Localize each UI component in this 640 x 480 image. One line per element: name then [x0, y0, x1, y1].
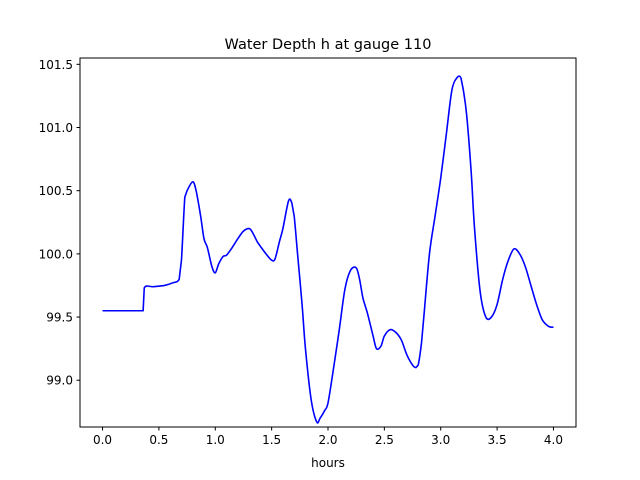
chart-title: Water Depth h at gauge 110	[225, 37, 432, 53]
y-axis-ticks: 99.0 99.5 100.0 100.5 101.0 101.5	[39, 58, 80, 388]
y-tick-label: 101.5	[39, 58, 73, 72]
series-line	[102, 75, 554, 424]
x-axis-ticks: 0.0 0.5 1.0 1.5 2.0 2.5 3.0 3.5 4.0	[93, 427, 563, 447]
x-tick-label: 1.0	[206, 433, 225, 447]
x-tick-label: 3.5	[488, 433, 507, 447]
y-tick-label: 99.5	[46, 311, 73, 325]
y-tick-label: 101.0	[39, 121, 73, 135]
x-tick-label: 1.5	[262, 433, 281, 447]
y-tick-label: 99.0	[46, 374, 73, 388]
x-tick-label: 0.5	[149, 433, 168, 447]
x-tick-label: 3.0	[431, 433, 450, 447]
x-tick-label: 2.5	[375, 433, 394, 447]
x-axis-label: hours	[311, 456, 345, 470]
plot-area-frame	[79, 57, 577, 428]
series-layer	[102, 75, 554, 424]
x-tick-label: 0.0	[93, 433, 112, 447]
y-tick-label: 100.0	[39, 247, 73, 261]
y-tick-label: 100.5	[39, 184, 73, 198]
x-tick-label: 4.0	[544, 433, 563, 447]
x-tick-label: 2.0	[318, 433, 337, 447]
